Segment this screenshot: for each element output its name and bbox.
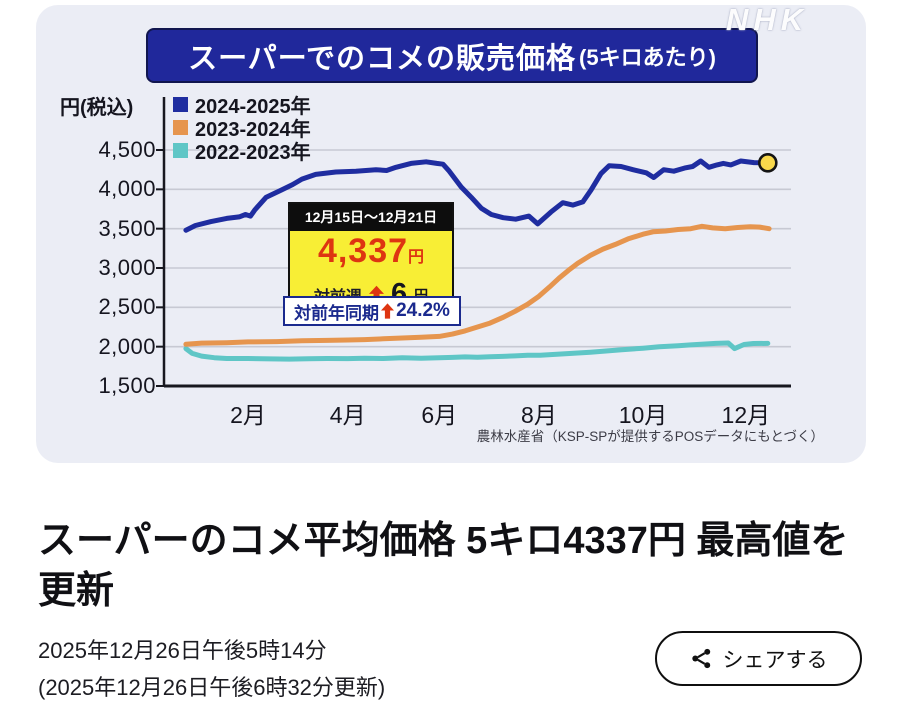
y-tick-label: 3,000 (98, 255, 156, 280)
series-line-2024-2025年 (183, 158, 771, 233)
series-line-2023-2024年 (183, 223, 772, 347)
latest-price-dot (758, 153, 778, 173)
share-button-label: シェアする (722, 648, 828, 672)
chart-title-banner: スーパーでのコメの販売価格 (5キロあたり) (146, 28, 758, 83)
annotation-price-unit: 円 (408, 249, 425, 266)
price-line-chart (156, 97, 791, 388)
share-button[interactable]: シェアする (655, 631, 862, 686)
legend-label: 2023-2024年 (195, 119, 311, 141)
y-tick-label: 2,500 (98, 294, 156, 320)
annotation-price-row: 4,337円 (290, 232, 452, 277)
legend-swatch (173, 143, 188, 158)
share-icon (691, 648, 710, 669)
y-tick-label: 3,500 (98, 215, 156, 241)
legend-item: 2022-2023年 (173, 141, 311, 164)
chart-card: スーパーでのコメの販売価格 (5キロあたり) 円(税込) 2024-2025年 2… (36, 5, 866, 463)
nhk-logo: NHK (726, 2, 809, 37)
updated-timestamp: (2025年12月26日午後6時32分更新) (38, 675, 386, 700)
annotation-price: 4,337 (317, 232, 409, 270)
y-tick-label: 2,000 (98, 333, 156, 359)
chart-title: スーパーでのコメの販売価格 (188, 42, 577, 75)
series-line-2022-2023年 (183, 340, 771, 362)
chart-legend: 2024-2025年 2023-2024年 2022-2023年 (173, 95, 311, 164)
data-source-note: 農林水産省（KSP-SPが提供するPOSデータにもとづく） (476, 429, 824, 444)
published-timestamp: 2025年12月26日午後5時14分 (38, 638, 327, 663)
x-tick-label: 8月 (521, 402, 557, 428)
legend-item: 2024-2025年 (173, 95, 311, 118)
legend-item: 2023-2024年 (173, 118, 311, 141)
x-tick-label: 12月 (721, 402, 771, 428)
year-over-year-box: 対前年同期 24.2% (283, 296, 461, 326)
annotation-period: 12月15日～12月21日 (290, 204, 452, 231)
y-axis-unit-label: 円(税込) (60, 97, 134, 119)
article-headline: スーパーのコメ平均価格 5キロ4337円 最高値を更新 (38, 520, 849, 612)
yoy-value: 24.2% (396, 300, 450, 321)
y-tick-label: 4,000 (98, 176, 156, 202)
yoy-label: 対前年同期 (294, 303, 380, 323)
chart-title-suffix: (5キロあたり) (579, 44, 716, 70)
legend-swatch (173, 97, 188, 112)
x-tick-label: 6月 (421, 402, 458, 428)
up-arrow-icon (368, 285, 384, 304)
x-tick-label: 2月 (230, 402, 266, 428)
legend-label: 2022-2023年 (195, 142, 311, 164)
up-arrow-icon (381, 303, 395, 319)
legend-label: 2024-2025年 (195, 96, 311, 118)
x-tick-label: 4月 (329, 402, 366, 428)
y-tick-label: 4,500 (98, 137, 156, 162)
y-tick-label: 1,500 (98, 373, 156, 398)
x-tick-label: 10月 (618, 402, 668, 428)
legend-swatch (173, 120, 188, 135)
